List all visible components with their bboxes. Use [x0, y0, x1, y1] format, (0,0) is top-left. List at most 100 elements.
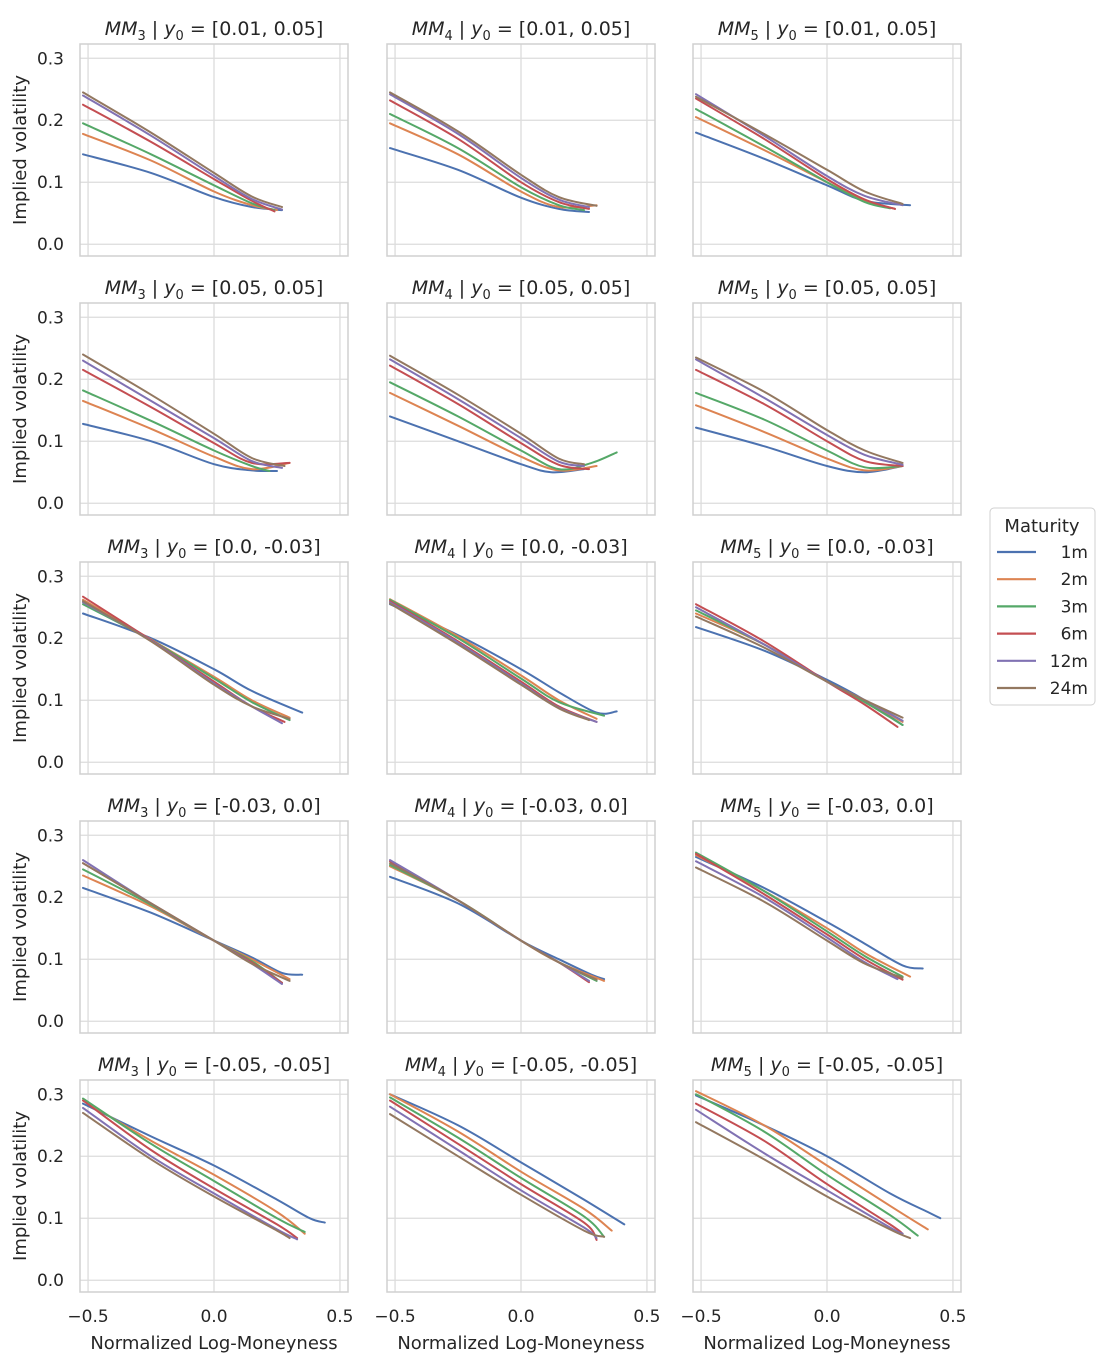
series-line-3m	[389, 598, 606, 717]
title-y0-value: [0.01, 0.05]	[212, 18, 324, 40]
subplot-r3-c3: MM5 | y0 = [0.0, -0.03]	[692, 536, 962, 775]
series-line-6m	[389, 99, 590, 210]
subplot-r2-c3: MM5 | y0 = [0.05, 0.05]	[692, 277, 962, 516]
series-line-3m	[695, 851, 904, 978]
title-eq: =	[491, 277, 519, 299]
subplot-title: MM4 | y0 = [0.01, 0.05]	[412, 18, 631, 44]
series-line-24m	[389, 354, 585, 466]
y-tick-label: 0.3	[37, 308, 64, 328]
y-tick-label: 0.2	[37, 888, 64, 908]
series-line-24m	[82, 91, 283, 208]
subplot-title: MM4 | y0 = [0.0, -0.03]	[414, 536, 627, 562]
series-line-24m	[389, 1113, 606, 1238]
series-line-24m	[82, 862, 291, 982]
legend-label: 24m	[1050, 679, 1088, 699]
series-line-24m	[695, 615, 904, 719]
axes-frame	[692, 43, 962, 257]
legend-entry-24m: 24m	[997, 679, 1088, 699]
y-tick-label: 0.0	[37, 494, 64, 514]
series-line-1m	[695, 426, 904, 474]
title-model-sub: 3	[137, 288, 145, 303]
series-line-12m	[695, 1108, 904, 1235]
axes-frame	[692, 561, 962, 775]
title-y0-value: [0.05, 0.05]	[825, 277, 937, 299]
title-y0-value: [0.05, 0.05]	[212, 277, 324, 299]
title-model-sub: 4	[444, 288, 452, 303]
subplot-title: MM5 | y0 = [0.05, 0.05]	[718, 277, 937, 303]
series-line-3m	[389, 381, 618, 471]
series-line-1m	[695, 131, 912, 207]
title-y0-value: [0.0, -0.03]	[827, 536, 933, 558]
series-line-24m	[695, 356, 904, 464]
subplot-title: MM3 | y0 = [0.0, -0.03]	[107, 536, 320, 562]
y-tick-label: 0.3	[37, 1085, 64, 1105]
series-line-3m	[82, 1097, 306, 1233]
series-line-12m	[82, 1106, 299, 1241]
title-pipe: |	[148, 795, 166, 817]
y-tick-label: 0.3	[37, 49, 64, 69]
title-model: MM	[711, 1054, 744, 1076]
series-line-12m	[82, 94, 283, 211]
y-tick-label: 0.2	[37, 629, 64, 649]
y-tick-label: 0.0	[37, 753, 64, 773]
title-model: MM	[412, 18, 445, 40]
subplot-title: MM5 | y0 = [-0.05, -0.05]	[711, 1054, 943, 1080]
x-tick-label: 0.0	[813, 1307, 840, 1327]
x-tick-label: −0.5	[67, 1307, 108, 1327]
title-pipe: |	[446, 1054, 464, 1076]
subplot-title: MM3 | y0 = [-0.03, 0.0]	[107, 795, 320, 821]
y-tick-label: 0.0	[37, 1012, 64, 1032]
title-eq: =	[186, 536, 214, 558]
title-eq: =	[177, 1054, 205, 1076]
title-pipe: |	[752, 1054, 770, 1076]
title-var-sub: 0	[789, 288, 797, 303]
title-var: y	[769, 1054, 782, 1076]
title-model: MM	[412, 277, 445, 299]
title-y0-value: [-0.05, -0.05]	[818, 1054, 943, 1076]
subplot-title: MM5 | y0 = [0.01, 0.05]	[718, 18, 937, 44]
series-line-3m	[82, 389, 271, 472]
series-line-6m	[695, 852, 904, 981]
title-var-sub: 0	[789, 29, 797, 44]
series-line-12m	[389, 93, 590, 208]
title-var: y	[776, 18, 789, 40]
title-eq: =	[799, 536, 827, 558]
y-axis-label: Implied volatility	[10, 852, 31, 1002]
legend-label: 6m	[1061, 625, 1088, 645]
x-tick-label: 0.5	[939, 1307, 966, 1327]
subplot-title: MM4 | y0 = [-0.05, -0.05]	[405, 1054, 637, 1080]
title-var-sub: 0	[485, 547, 493, 562]
series-line-12m	[695, 93, 904, 207]
title-model-sub: 3	[131, 1065, 139, 1080]
title-model: MM	[98, 1054, 131, 1076]
subplot-title: MM3 | y0 = [0.05, 0.05]	[105, 277, 324, 303]
title-var-sub: 0	[485, 806, 493, 821]
title-var-sub: 0	[483, 288, 491, 303]
series-line-1m	[389, 875, 606, 981]
y-tick-label: 0.0	[37, 235, 64, 255]
series-line-1m	[82, 1102, 326, 1224]
title-var-sub: 0	[476, 1065, 484, 1080]
title-y0-value: [-0.03, 0.0]	[214, 795, 320, 817]
title-y0-value: [0.05, 0.05]	[519, 277, 631, 299]
title-var-sub: 0	[169, 1065, 177, 1080]
series-line-3m	[695, 1093, 919, 1237]
subplot-title: MM5 | y0 = [-0.03, 0.0]	[720, 795, 933, 821]
title-model: MM	[414, 795, 447, 817]
title-var-sub: 0	[782, 1065, 790, 1080]
title-pipe: |	[148, 536, 166, 558]
series-line-3m	[82, 122, 276, 212]
title-model-sub: 5	[750, 288, 758, 303]
legend-entry-3m: 3m	[997, 597, 1088, 617]
title-var: y	[163, 18, 176, 40]
title-model: MM	[107, 536, 140, 558]
series-line-3m	[389, 113, 585, 212]
title-var: y	[776, 277, 789, 299]
series-line-6m	[389, 364, 590, 471]
axes-frame	[386, 820, 656, 1034]
y-tick-label: 0.2	[37, 1147, 64, 1167]
y-axis-label: Implied volatility	[10, 593, 31, 743]
subplot-r5-c3: MM5 | y0 = [-0.05, -0.05] −0.5 0.0 0.5 Norma…	[680, 1054, 966, 1354]
x-tick-label: 0.5	[633, 1307, 660, 1327]
series-line-1m	[695, 626, 904, 726]
